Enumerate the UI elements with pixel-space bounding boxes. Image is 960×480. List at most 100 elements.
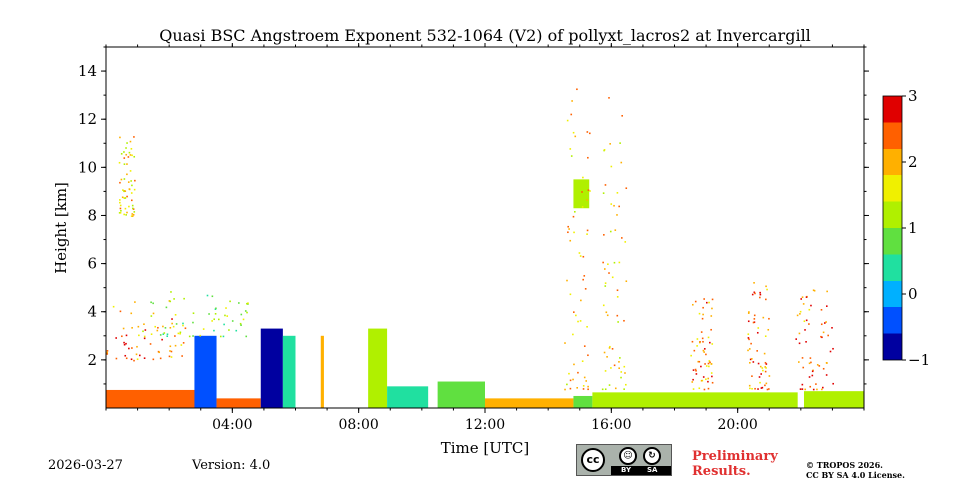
scatter-point xyxy=(811,374,814,377)
scatter-point xyxy=(115,357,118,360)
scatter-point xyxy=(623,388,625,390)
scatter-point xyxy=(703,351,705,353)
scatter-point xyxy=(119,207,122,210)
scatter-point xyxy=(123,213,125,216)
scatter-point xyxy=(164,327,167,329)
scatter-point xyxy=(694,300,697,303)
scatter-point xyxy=(708,301,710,304)
scatter-point xyxy=(610,165,613,168)
scatter-point xyxy=(696,345,698,347)
scatter-point xyxy=(225,307,227,309)
scatter-point xyxy=(133,136,135,138)
scatter-point xyxy=(691,381,694,383)
scatter-point xyxy=(620,371,623,373)
scatter-point xyxy=(603,149,606,151)
scatter-point xyxy=(751,387,753,390)
scatter-point xyxy=(758,376,761,378)
scatter-point xyxy=(566,383,568,386)
scatter-point xyxy=(192,335,194,337)
scatter-point xyxy=(700,379,703,382)
scatter-point xyxy=(174,344,177,347)
scatter-point xyxy=(124,197,127,199)
date-label: 2026-03-27 xyxy=(48,458,123,473)
scatter-point xyxy=(822,367,825,370)
scatter-point xyxy=(192,321,194,324)
colorbar-tick-label: 3 xyxy=(908,87,918,105)
scatter-point xyxy=(169,300,172,303)
scatter-point xyxy=(568,372,570,375)
scatter-point xyxy=(747,312,750,314)
scatter-point xyxy=(224,314,226,317)
scatter-cluster xyxy=(747,282,771,391)
scatter-point xyxy=(611,348,614,350)
scatter-point xyxy=(701,317,704,320)
scatter-point xyxy=(133,188,136,191)
scatter-point xyxy=(123,197,126,199)
scatter-point xyxy=(580,299,582,302)
scatter-point xyxy=(621,115,623,117)
cc-logo-icon: cc xyxy=(581,448,605,472)
scatter-point xyxy=(813,289,816,292)
scatter-point xyxy=(242,318,245,321)
scatter-point xyxy=(767,328,770,331)
scatter-point xyxy=(157,326,159,329)
scatter-point xyxy=(616,296,619,298)
scatter-point xyxy=(698,312,701,315)
y-tick-label: 10 xyxy=(78,158,97,176)
scatter-point xyxy=(618,205,620,208)
scatter-point xyxy=(579,320,582,322)
scatter-point xyxy=(575,314,577,317)
scatter-point xyxy=(567,231,569,234)
scatter-point xyxy=(705,353,707,356)
scatter-point xyxy=(765,298,767,301)
scatter-point xyxy=(613,261,616,264)
version-label: Version: 4.0 xyxy=(192,458,271,473)
scatter-point xyxy=(690,354,692,357)
scatter-point xyxy=(801,388,804,390)
scatter-point xyxy=(809,385,812,388)
scatter-point xyxy=(564,342,566,344)
scatter-point xyxy=(152,302,154,305)
scatter-point xyxy=(820,308,823,311)
scatter-point xyxy=(798,361,800,363)
scatter-point xyxy=(129,140,132,143)
scatter-point xyxy=(246,302,248,305)
scatter-point xyxy=(121,196,124,199)
scatter-point xyxy=(131,184,133,187)
scatter-point xyxy=(162,325,164,328)
scatter-point xyxy=(624,241,627,243)
scatter-point xyxy=(698,360,701,363)
scatter-point xyxy=(112,305,115,308)
scatter-point xyxy=(827,334,829,337)
data-region xyxy=(194,335,217,408)
scatter-point xyxy=(747,333,750,336)
scatter-point xyxy=(821,336,823,339)
scatter-point xyxy=(799,388,802,390)
scatter-point xyxy=(585,380,587,382)
scatter-point xyxy=(582,385,585,387)
scatter-point xyxy=(569,387,572,390)
scatter-point xyxy=(134,301,136,303)
scatter-point xyxy=(169,350,171,352)
scatter-point xyxy=(832,347,834,350)
scatter-point xyxy=(188,335,191,338)
data-region xyxy=(387,386,429,408)
scatter-point xyxy=(124,190,127,192)
plot-area xyxy=(106,88,864,408)
scatter-point xyxy=(129,154,132,156)
x-tick-label: 12:00 xyxy=(465,417,505,433)
scatter-point xyxy=(756,350,758,352)
scatter-point xyxy=(801,383,804,386)
scatter-point xyxy=(816,363,819,366)
scatter-point xyxy=(159,334,162,336)
scatter-point xyxy=(760,373,762,375)
scatter-point xyxy=(579,255,582,257)
scatter-point xyxy=(750,342,752,345)
scatter-point xyxy=(192,312,195,315)
scatter-point xyxy=(161,338,163,341)
scatter-point xyxy=(749,361,751,364)
scatter-point xyxy=(606,356,608,358)
scatter-point xyxy=(611,276,614,279)
scatter-point xyxy=(608,272,610,274)
scatter-point xyxy=(816,388,818,391)
